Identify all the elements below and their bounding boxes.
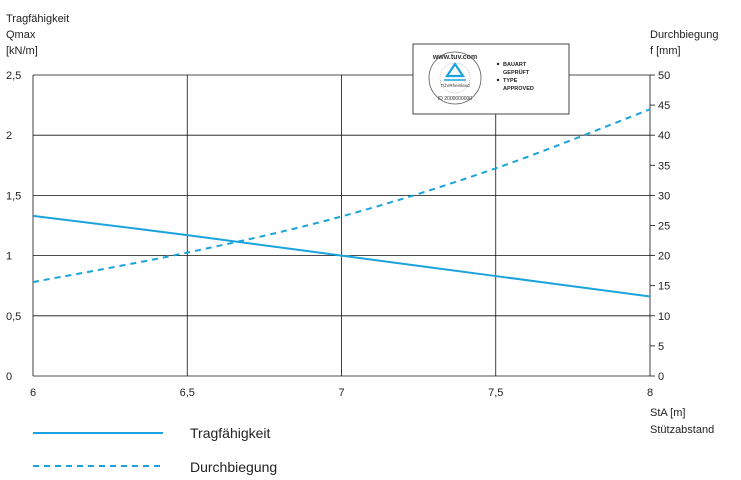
y-left-tick-label: 2,5 (6, 70, 21, 82)
y-right-tick-label: 15 (658, 281, 670, 293)
y-right-tick-label: 0 (658, 371, 664, 383)
legend: Tragfähigkeit Durchbiegung (33, 425, 277, 475)
seal-brand: TÜVRheinland (440, 82, 470, 88)
badge-line: GEPRÜFT (503, 69, 530, 76)
left-axis-title-line: [kN/m] (6, 45, 38, 57)
x-tick-label: 8 (647, 387, 653, 399)
y-left-tick-label: 1 (6, 251, 12, 263)
y-right-tick-label: 5 (658, 341, 664, 353)
tuv-certification-badge: www.tuv.com TÜVRheinland ID 2000000000 B… (412, 43, 570, 115)
x-axis-title: StA [m] Stützabstand (650, 407, 714, 436)
x-tick-label: 7 (338, 387, 344, 399)
badge-line: BAUART (503, 62, 527, 68)
badge-line: APPROVED (503, 86, 534, 92)
y-right-tick-label: 45 (658, 100, 670, 112)
badge-bullet (496, 78, 500, 82)
y-right-tick-label: 40 (658, 130, 670, 142)
x-axis-title-line: Stützabstand (650, 424, 714, 436)
x-tick-label: 6 (30, 387, 36, 399)
y-right-tick-label: 35 (658, 160, 670, 172)
seal-text-top: www.tuv.com (432, 54, 477, 61)
left-axis-title-line: Qmax (6, 29, 36, 41)
ticks: 0 0,5 1 1,5 2 2,5 0 5 10 15 20 25 30 35 40 45 50 6 6,5 7 7,5… (6, 70, 670, 399)
right-axis-title-line: f [mm] (650, 45, 681, 57)
seal-text-bottom: ID 2000000000 (438, 96, 472, 102)
legend-label-tragfaehigkeit: Tragfähigkeit (190, 425, 271, 441)
y-left-tick-label: 2 (6, 130, 12, 142)
y-left-tick-label: 0 (6, 371, 12, 383)
badge-line: TYPE (503, 78, 518, 84)
y-right-tick-label: 25 (658, 221, 670, 233)
legend-label-durchbiegung: Durchbiegung (190, 459, 277, 475)
x-tick-label: 7,5 (488, 387, 503, 399)
grid (32, 74, 651, 377)
y-right-tick-label: 50 (658, 70, 670, 82)
y-left-tick-label: 1,5 (6, 190, 21, 202)
x-tick-label: 6,5 (180, 387, 195, 399)
left-axis-title-line: Tragfähigkeit (6, 13, 69, 25)
x-axis-title-line: StA [m] (650, 407, 685, 419)
right-axis-title: Durchbiegung f [mm] (650, 29, 719, 57)
tuv-triangle-icon (444, 62, 466, 78)
seal-inner-ring (439, 62, 471, 94)
y-left-tick-label: 0,5 (6, 311, 21, 323)
badge-bullet (496, 62, 500, 66)
y-right-tick-label: 10 (658, 311, 670, 323)
y-right-tick-label: 20 (658, 251, 670, 263)
left-axis-title: Tragfähigkeit Qmax [kN/m] (6, 13, 69, 57)
y-right-tick-label: 30 (658, 190, 670, 202)
right-axis-title-line: Durchbiegung (650, 29, 719, 41)
series-line-durchbiegung (32, 108, 651, 284)
series-line-tragfaehigkeit (32, 214, 651, 298)
series (32, 108, 651, 298)
